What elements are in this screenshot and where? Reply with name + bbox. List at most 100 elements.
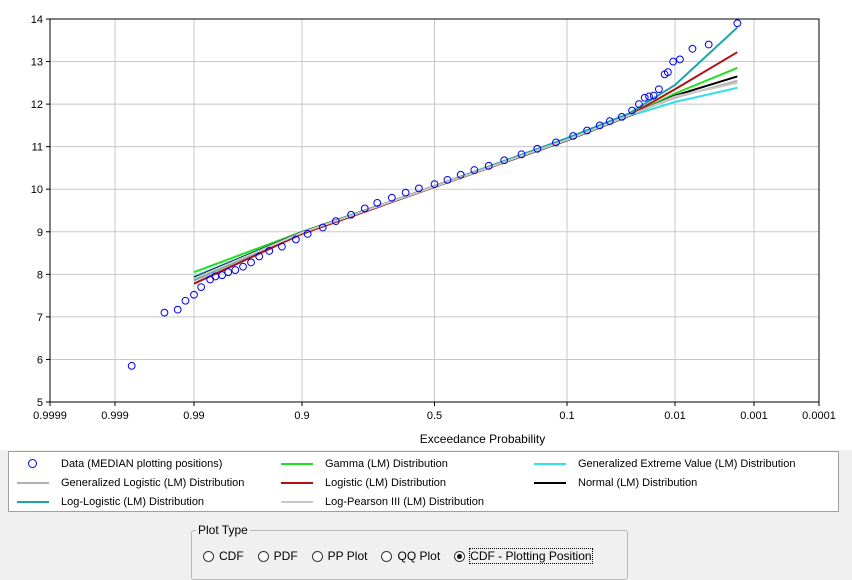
data-point xyxy=(640,93,649,102)
data-point xyxy=(669,57,678,66)
data-point xyxy=(197,283,206,292)
data-point xyxy=(303,230,312,238)
data-point xyxy=(533,144,542,153)
data-point xyxy=(733,19,742,28)
data-point xyxy=(255,252,264,261)
radio-label[interactable]: QQ Plot xyxy=(397,549,441,563)
series-line xyxy=(193,81,738,280)
data-point xyxy=(456,170,465,179)
pp-plot-radio[interactable]: PP Plot xyxy=(311,549,368,563)
data-point xyxy=(470,166,479,174)
qq-plot-radio[interactable]: QQ Plot xyxy=(381,549,440,563)
x-tick-label: 0.01 xyxy=(664,410,685,422)
data-point xyxy=(414,184,423,193)
line-swatch-icon xyxy=(534,456,566,472)
legend-label: Log-Logistic (LM) Distribution xyxy=(61,496,205,508)
data-point xyxy=(595,121,604,130)
data-point xyxy=(127,361,136,370)
data-point xyxy=(239,262,247,271)
y-tick-label: 8 xyxy=(37,269,43,281)
data-point xyxy=(430,180,439,189)
data-point xyxy=(617,112,626,121)
x-tick-label: 0.9 xyxy=(294,410,309,422)
legend-label: Generalized Extreme Value (LM) Distribut… xyxy=(578,458,796,470)
legend-label: Generalized Logistic (LM) Distribution xyxy=(61,477,245,489)
data-point xyxy=(517,150,526,159)
y-tick-label: 5 xyxy=(37,397,43,409)
legend-label: Gamma (LM) Distribution xyxy=(325,458,448,470)
data-point xyxy=(160,308,169,317)
line-swatch-icon xyxy=(281,494,313,510)
radio-circle-icon[interactable] xyxy=(381,550,393,562)
data-point xyxy=(247,258,255,267)
radio-circle-icon[interactable] xyxy=(311,550,323,562)
data-point xyxy=(583,126,591,135)
circle-marker-icon xyxy=(17,456,49,472)
y-tick-label: 12 xyxy=(31,99,43,111)
y-tick-label: 10 xyxy=(31,184,43,196)
radio-circle-icon[interactable] xyxy=(454,550,466,562)
data-point xyxy=(645,92,653,101)
data-point xyxy=(265,247,274,255)
legend-label: Data (MEDIAN plotting positions) xyxy=(61,458,223,470)
cdf-radio[interactable]: CDF xyxy=(203,549,244,563)
data-point xyxy=(331,217,340,226)
legend-item: Normal (LM) Distribution xyxy=(534,475,697,491)
data-point xyxy=(360,204,369,213)
data-point xyxy=(347,210,356,219)
y-tick-label: 7 xyxy=(37,312,43,324)
data-point xyxy=(654,85,663,94)
legend-item: Generalized Extreme Value (LM) Distribut… xyxy=(534,456,795,472)
pdf-radio[interactable]: PDF xyxy=(257,549,298,563)
x-axis-label: Exceedance Probability xyxy=(420,432,545,446)
line-swatch-icon xyxy=(281,475,313,491)
x-tick-label: 0.5 xyxy=(427,410,442,422)
data-point xyxy=(676,55,684,64)
y-tick-label: 11 xyxy=(32,142,43,154)
cdf-plotting-position-radio[interactable]: CDF - Plotting Position xyxy=(454,548,593,564)
legend-item: Data (MEDIAN plotting positions) xyxy=(17,456,222,472)
data-point xyxy=(688,44,697,53)
data-point xyxy=(635,100,643,109)
radio-label[interactable]: CDF xyxy=(219,549,244,563)
radio-circle-icon[interactable] xyxy=(257,550,269,562)
x-tick-label: 0.99 xyxy=(183,410,204,422)
radio-label[interactable]: PP Plot xyxy=(327,549,368,563)
probability-plot: 5 6 7 8 9 10 11 12 13 14 0.9999 0.999 0.99 0.9 0.5 0.1 0… xyxy=(31,14,836,446)
data-point xyxy=(181,296,190,305)
data-point xyxy=(218,271,227,280)
y-tick-label: 9 xyxy=(37,227,43,239)
plot-type-options: CDF PDF PP Plot QQ Plot CDF - Plotting Posit… xyxy=(203,548,606,564)
chart-area: 5 6 7 8 9 10 11 12 13 14 0.9999 0.999 0.99 0.9 0.5 0.1 0… xyxy=(0,0,852,450)
data-point xyxy=(224,268,233,277)
legend-item: Log-Pearson III (LM) Distribution xyxy=(281,494,484,510)
data-point xyxy=(373,198,382,207)
x-tick-label: 0.1 xyxy=(559,410,574,422)
legend-label: Normal (LM) Distribution xyxy=(578,477,698,489)
radio-label[interactable]: CDF - Plotting Position xyxy=(469,548,593,564)
chart-legend: Data (MEDIAN plotting positions) Gamma (L… xyxy=(8,451,839,512)
y-tick-label: 14 xyxy=(31,14,43,26)
legend-label: Logistic (LM) Distribution xyxy=(325,477,447,489)
legend-item: Log-Logistic (LM) Distribution xyxy=(17,494,204,510)
y-tick-label: 13 xyxy=(31,57,43,69)
line-swatch-icon xyxy=(281,456,313,472)
data-point xyxy=(663,68,672,77)
line-swatch-icon xyxy=(534,475,566,491)
data-point xyxy=(318,223,327,232)
legend-label: Log-Pearson III (LM) Distribution xyxy=(325,496,484,508)
line-swatch-icon xyxy=(17,475,49,491)
data-point xyxy=(291,235,300,244)
data-point xyxy=(552,138,560,147)
data-point xyxy=(569,132,578,140)
data-point xyxy=(401,188,410,197)
data-point xyxy=(231,266,240,274)
radio-label[interactable]: PDF xyxy=(273,549,298,563)
data-point xyxy=(628,106,636,115)
data-point xyxy=(605,117,614,126)
data-point xyxy=(704,40,713,49)
legend-item: Generalized Logistic (LM) Distribution xyxy=(17,475,244,491)
radio-circle-icon[interactable] xyxy=(203,550,214,562)
line-swatch-icon xyxy=(17,494,49,510)
data-point xyxy=(500,156,509,165)
